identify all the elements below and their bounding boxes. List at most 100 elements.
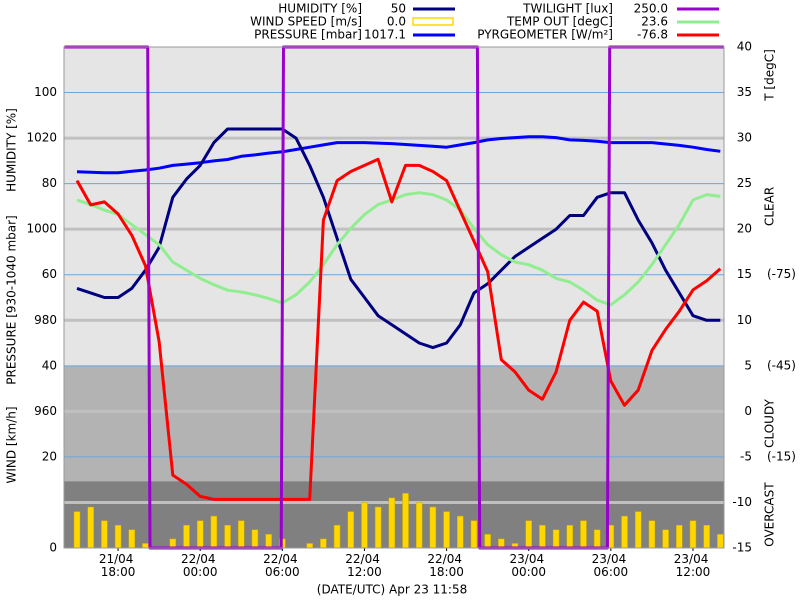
legend-value: 250.0 — [634, 2, 668, 16]
x-axis-title: (DATE/UTC) Apr 23 11:58 — [317, 583, 467, 597]
wind-bar — [539, 524, 546, 549]
wind-bar — [333, 524, 341, 549]
y2-tick-label: 25 — [737, 176, 752, 190]
x-tick-label: 22/04 18:00 — [427, 552, 465, 579]
legend-label: WIND SPEED [m/s] — [250, 15, 362, 29]
wind-bar — [443, 511, 450, 549]
y2-axis-title: T [degC] — [763, 49, 777, 102]
legend-label: HUMIDITY [%] — [278, 2, 362, 16]
legend-value: 1017.1 — [364, 28, 406, 42]
wind-bar — [662, 529, 669, 549]
legend-label: PYRGEOMETER [W/m²] — [477, 28, 613, 42]
pyrgeometer-tick-label: (-15) — [767, 449, 796, 463]
y2-tick-label: 40 — [737, 40, 752, 54]
wind-bar — [142, 543, 149, 549]
series-line — [76, 191, 721, 307]
x-tick-label: 21/04 18:00 — [99, 552, 137, 579]
wind-bar — [648, 520, 656, 549]
y2-tick-label: 5 — [744, 358, 752, 372]
pyrgeometer-tick-label: (-45) — [767, 358, 796, 372]
y2-tick-label: -10 — [732, 495, 752, 509]
x-tick-label: 22/04 12:00 — [345, 552, 383, 579]
legend-label: TEMP OUT [degC] — [506, 15, 613, 29]
plot-frame — [63, 46, 725, 549]
wind-bar — [429, 506, 437, 549]
pressure-tick-label: 980 — [34, 313, 57, 327]
wind-bar — [224, 524, 231, 549]
wind-bar — [183, 524, 190, 549]
legend-value: -76.8 — [637, 28, 668, 42]
y-tick-label: 100 — [34, 85, 57, 99]
x-tick-label: 23/04 00:00 — [510, 552, 548, 579]
wind-bar — [621, 515, 628, 549]
y2-tick-label: -15 — [732, 541, 752, 555]
wind-bar — [347, 511, 355, 549]
wind-bar — [566, 524, 574, 549]
wind-bar — [251, 529, 259, 549]
sky-band-label: CLOUDY — [763, 398, 777, 447]
wind-bar — [689, 520, 697, 549]
wind-bar — [265, 534, 272, 549]
pressure-tick-label: 1020 — [26, 131, 57, 145]
y-tick-label: 60 — [42, 267, 57, 281]
wind-bar — [87, 506, 94, 549]
wind-bar — [525, 520, 532, 549]
legend-swatch — [412, 17, 454, 26]
y2-tick-label: 30 — [737, 131, 752, 145]
wind-bar — [320, 538, 327, 549]
wind-bar — [210, 515, 218, 549]
sky-band-label: CLEAR — [763, 187, 777, 226]
wind-bar — [402, 493, 409, 549]
wind-bar — [457, 515, 464, 549]
wind-bar — [128, 529, 136, 549]
wind-bar — [73, 511, 81, 549]
pressure-tick-label: 1000 — [26, 222, 57, 236]
legend-value: 23.6 — [641, 15, 668, 29]
x-tick-label: 22/04 06:00 — [263, 552, 301, 579]
x-tick-label: 22/04 00:00 — [181, 552, 219, 579]
wind-bar — [415, 502, 423, 549]
wind-bar — [580, 520, 587, 549]
series-line — [76, 127, 721, 350]
y2-tick-label: 20 — [737, 222, 752, 236]
y-tick-label: 0 — [49, 541, 57, 555]
legend-label: PRESSURE [mbar] — [254, 28, 362, 42]
legend-value: 50 — [391, 2, 406, 16]
y-axis-title: WIND [km/h] — [5, 406, 19, 483]
y-tick-label: 40 — [42, 358, 57, 372]
wind-bar — [676, 524, 683, 549]
wind-bar — [552, 529, 560, 549]
wind-bar — [374, 506, 382, 549]
y-tick-label: 20 — [42, 449, 57, 463]
legend-value: 0.0 — [387, 15, 406, 29]
y2-tick-label: 15 — [737, 267, 752, 281]
y-axis-title: HUMIDITY [%] — [5, 108, 19, 192]
y2-tick-label: -5 — [740, 449, 752, 463]
y-tick-label: 80 — [42, 176, 57, 190]
legend-label: TWILIGHT [lux] — [522, 2, 613, 16]
wind-bar — [634, 511, 642, 549]
pressure-tick-label: 960 — [34, 404, 57, 418]
wind-bar — [593, 529, 601, 549]
y2-tick-label: 10 — [737, 313, 752, 327]
wind-bar — [703, 524, 710, 549]
wind-bar — [717, 534, 724, 549]
y-axis-title: PRESSURE [930-1040 mbar] — [5, 215, 19, 384]
wind-bar — [361, 502, 368, 549]
series-line — [75, 157, 722, 501]
wind-bar — [306, 543, 313, 549]
series-line — [76, 135, 721, 175]
y2-tick-label: 35 — [737, 85, 752, 99]
x-tick-label: 23/04 12:00 — [674, 552, 712, 579]
wind-bar — [470, 520, 478, 549]
x-tick-label: 23/04 06:00 — [592, 552, 630, 579]
wind-bar — [238, 520, 245, 549]
pyrgeometer-tick-label: (-75) — [767, 267, 796, 281]
wind-bar — [114, 524, 122, 549]
y2-tick-label: 0 — [744, 404, 752, 418]
sky-band — [64, 47, 724, 366]
sky-band-label: OVERCAST — [763, 482, 777, 547]
wind-bar — [196, 520, 204, 549]
wind-bar — [484, 534, 491, 549]
